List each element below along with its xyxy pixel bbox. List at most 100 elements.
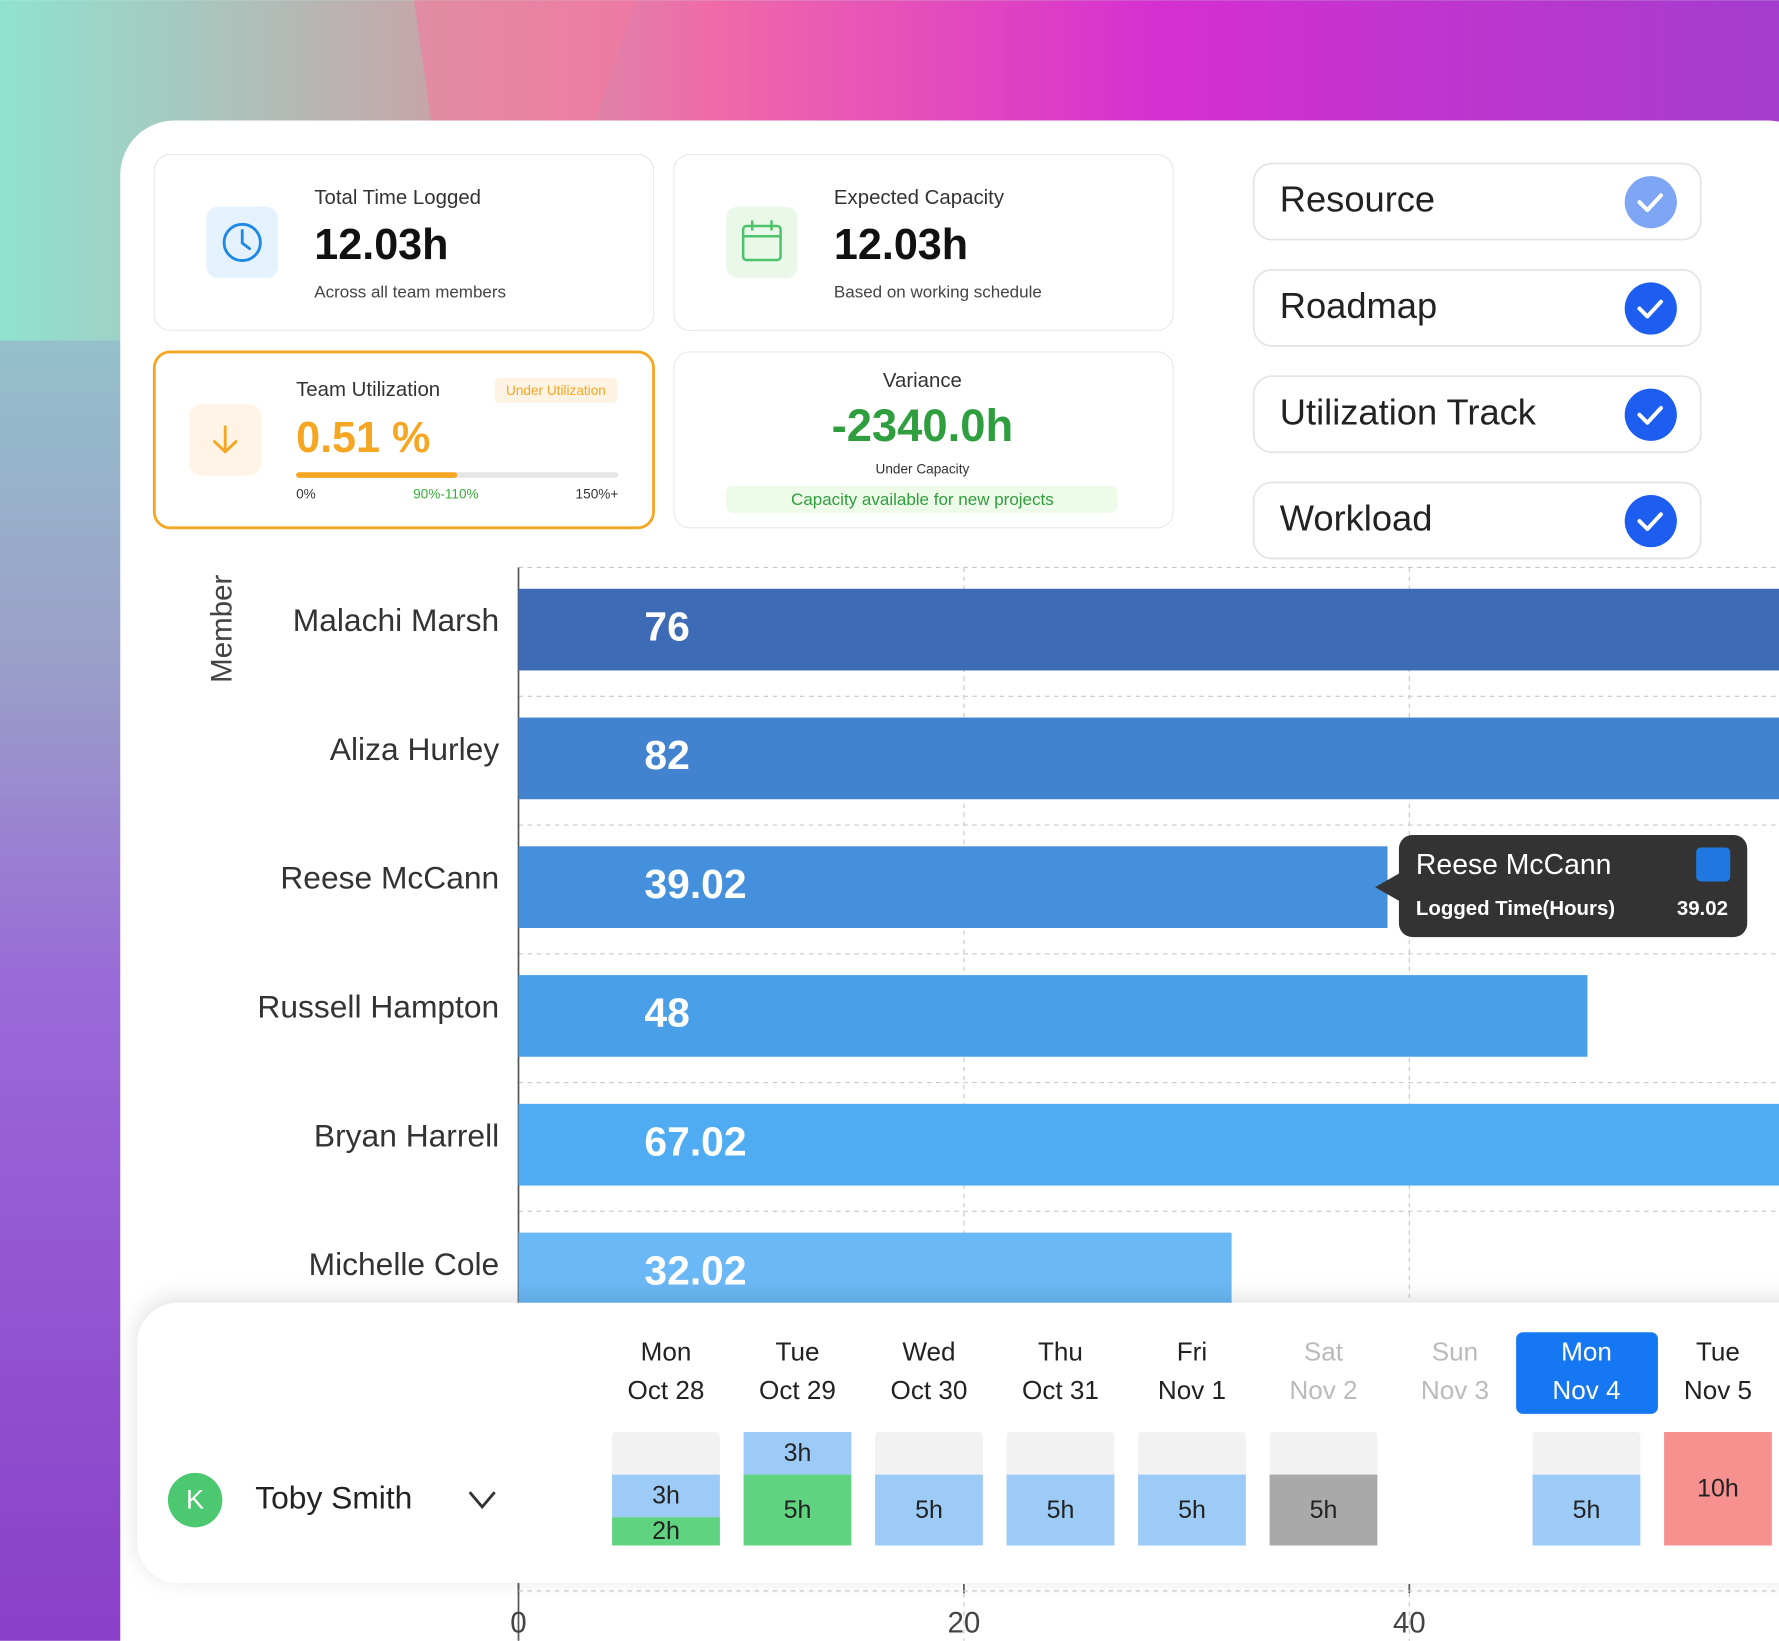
time-block[interactable] (1269, 1474, 1378, 1546)
day-date: Nov 4 (1552, 1375, 1620, 1405)
toggle-label: Workload (1280, 498, 1433, 539)
toggle-label: Resource (1280, 179, 1435, 220)
y-axis-label: Member (205, 575, 238, 683)
card-title: Variance (883, 370, 962, 392)
y-tick-label: Malachi Marsh (293, 602, 499, 638)
card-title: Expected Capacity (834, 187, 1005, 209)
tooltip-title: Reese McCann (1416, 849, 1611, 881)
tooltip-box (1375, 834, 1748, 938)
arrow-down-icon (213, 425, 238, 454)
value-label: 48 (644, 990, 689, 1036)
bar (518, 846, 1388, 929)
time-block[interactable] (1006, 1474, 1115, 1546)
scale-label: 90%-110% (413, 486, 479, 501)
selected-day[interactable] (1516, 1332, 1658, 1414)
toggle-check[interactable] (1624, 494, 1677, 548)
day-date: Oct 31 (1022, 1375, 1099, 1405)
x-tick-label: 20 (948, 1607, 981, 1640)
value-label: 76 (644, 603, 689, 649)
scale-label: 150%+ (576, 486, 619, 501)
dropdown-chevron[interactable] (468, 1491, 496, 1510)
x-tick-label: 0 (510, 1607, 526, 1640)
clock-hands (240, 229, 252, 251)
bar (518, 717, 1779, 800)
y-tick-label: Aliza Hurley (330, 731, 500, 767)
toggle-check[interactable] (1624, 282, 1677, 335)
background-shape (414, 0, 636, 121)
check-mark (1637, 512, 1663, 532)
day-date: Nov 2 (1289, 1375, 1357, 1405)
avatar-initial: K (186, 1483, 204, 1514)
toggle-row[interactable] (1252, 162, 1702, 241)
time-label: 5h (915, 1496, 943, 1524)
time-label: 2h (652, 1517, 680, 1545)
variance-value: -2340.0h (832, 400, 1014, 451)
card-value: 12.03h (834, 221, 968, 269)
toggle-check[interactable] (1624, 388, 1677, 441)
toggle-check[interactable] (1624, 176, 1677, 229)
time-block[interactable] (1138, 1474, 1246, 1546)
badge (494, 378, 618, 403)
value-label: 39.02 (644, 861, 746, 907)
variance-note: Capacity available for new projects (791, 490, 1054, 509)
calendar: Mon Oct 28 2h 3h Tue Oct 29 5h 3h Wed Oct 30 5h Thu… (612, 1332, 1772, 1546)
time-block[interactable] (1532, 1474, 1641, 1546)
tooltip-label: Logged Time(Hours) (1416, 898, 1615, 920)
card-note: Across all team members (314, 282, 506, 301)
y-tick-label: Bryan Harrell (314, 1117, 499, 1153)
y-tick-label: Michelle Cole (309, 1246, 500, 1282)
day-date: Nov 1 (1158, 1375, 1226, 1405)
card-note: Based on working schedule (834, 282, 1042, 301)
card-title: Total Time Logged (314, 187, 481, 209)
time-label: 5h (1178, 1496, 1206, 1524)
toggle-row[interactable] (1252, 481, 1702, 560)
value-label: 82 (644, 732, 689, 778)
time-label: 5h (784, 1496, 812, 1524)
user-name[interactable]: Toby Smith (255, 1479, 412, 1515)
time-label: 3h (784, 1439, 812, 1467)
bar (518, 1232, 1232, 1315)
card (673, 153, 1174, 331)
day-name: Wed (902, 1337, 955, 1367)
time-label: 3h (652, 1482, 680, 1510)
scale-label: 0% (296, 486, 316, 501)
check-mark (1637, 405, 1663, 425)
bar (518, 975, 1588, 1057)
day-name: Mon (1561, 1337, 1612, 1367)
bar (518, 588, 1779, 671)
day-date: Nov 3 (1421, 1375, 1489, 1405)
calendar-icon-lines (743, 220, 781, 238)
avatar (167, 1472, 223, 1528)
toggle-label: Roadmap (1280, 285, 1437, 326)
plot-area: 76 82 39.02 48 67.02 32.02 (517, 566, 1779, 1641)
day-date: Nov 5 (1684, 1375, 1752, 1405)
card-value: 12.03h (314, 221, 448, 269)
time-block[interactable] (1664, 1432, 1772, 1546)
toggle-row[interactable] (1252, 269, 1702, 347)
day-name: Fri (1177, 1337, 1207, 1367)
clock-icon (222, 222, 262, 263)
variance-status: Under Capacity (875, 462, 969, 477)
badge-text: Under Utilization (506, 383, 606, 398)
time-block[interactable] (875, 1474, 983, 1546)
time-block[interactable] (612, 1474, 720, 1518)
time-block[interactable] (743, 1474, 852, 1546)
tooltip-swatch (1696, 847, 1731, 882)
toggle-label: Utilization Track (1280, 391, 1537, 432)
note-pill (726, 485, 1118, 514)
check-mark (1637, 299, 1663, 319)
day-name: Thu (1038, 1337, 1083, 1367)
time-label: 5h (1310, 1496, 1338, 1524)
day-name: Sat (1304, 1337, 1344, 1367)
y-tick-label: Russell Hampton (257, 989, 499, 1025)
tooltip-value: 39.02 (1677, 898, 1728, 920)
time-block[interactable] (743, 1432, 852, 1475)
time-block[interactable] (612, 1517, 720, 1546)
day-name: Mon (641, 1337, 692, 1367)
progress-fill (296, 472, 458, 478)
icon-bg (726, 206, 798, 279)
toggle-row[interactable] (1252, 375, 1702, 454)
day-name: Tue (1696, 1337, 1740, 1367)
check-mark (1637, 193, 1663, 213)
